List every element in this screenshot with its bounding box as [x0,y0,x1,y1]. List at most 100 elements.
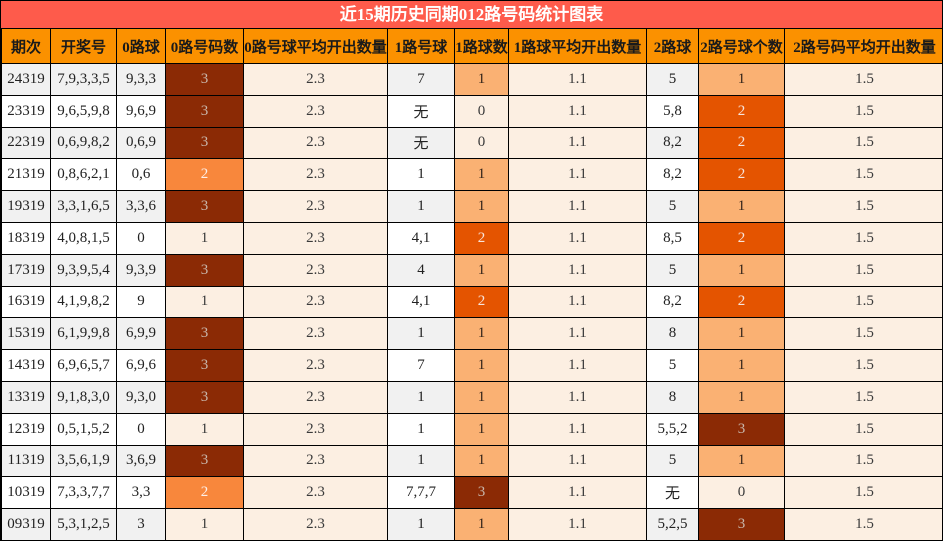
draw-numbers-cell: 6,9,6,5,7 [50,349,117,382]
one-road-avg-cell: 1.1 [508,444,647,478]
one-road-avg-cell: 1.1 [508,126,647,160]
one-road-balls-cell: 1 [387,380,455,414]
draw-numbers-cell: 3,5,6,1,9 [50,444,117,478]
column-header-one-avg: 1路球平均开出数量 [508,28,647,64]
draw-numbers-cell: 6,1,9,9,8 [50,317,117,351]
table-row: 11319 3,5,6,1,9 3,6,9 3 2.3 1 1 1.1 5 1 … [1,444,942,478]
zero-road-avg-cell: 2.3 [243,317,388,351]
zero-road-count-cell: 1 [165,285,244,319]
two-road-balls-cell: 8 [646,317,699,351]
zero-road-balls-cell: 3,3,6 [116,190,166,223]
one-road-count-cell: 1 [454,158,509,192]
two-road-avg-cell: 1.5 [784,380,942,414]
column-header-zero-balls: 0路球 [116,28,166,64]
two-road-balls-cell: 无 [646,476,699,510]
table-body: 24319 7,9,3,3,5 9,3,3 3 2.3 7 1 1.1 5 1 … [1,63,942,540]
one-road-count-cell: 2 [454,285,509,319]
zero-road-avg-cell: 2.3 [243,285,388,319]
two-road-avg-cell: 1.5 [784,444,942,478]
two-road-count-cell: 1 [698,317,785,351]
one-road-avg-cell: 1.1 [508,349,647,382]
zero-road-balls-cell: 9,6,9 [116,94,166,128]
period-cell: 14319 [1,349,51,382]
zero-road-count-cell: 1 [165,221,244,255]
two-road-balls-cell: 8 [646,380,699,414]
zero-road-avg-cell: 2.3 [243,476,388,510]
one-road-count-cell: 1 [454,253,509,287]
period-cell: 24319 [1,63,51,96]
draw-numbers-cell: 9,1,8,3,0 [50,380,117,414]
one-road-count-cell: 1 [454,317,509,351]
two-road-avg-cell: 1.5 [784,412,942,446]
two-road-avg-cell: 1.5 [784,158,942,192]
one-road-balls-cell: 1 [387,412,455,446]
two-road-avg-cell: 1.5 [784,317,942,351]
two-road-avg-cell: 1.5 [784,126,942,160]
zero-road-balls-cell: 6,9,6 [116,349,166,382]
one-road-avg-cell: 1.1 [508,63,647,96]
table-row: 16319 4,1,9,8,2 9 1 2.3 4,1 2 1.1 8,2 2 … [1,285,942,319]
table-row: 22319 0,6,9,8,2 0,6,9 3 2.3 无 0 1.1 8,2 … [1,126,942,160]
zero-road-balls-cell: 9,3,9 [116,253,166,287]
two-road-balls-cell: 5 [646,190,699,223]
zero-road-avg-cell: 2.3 [243,412,388,446]
draw-numbers-cell: 0,8,6,2,1 [50,158,117,192]
one-road-count-cell: 1 [454,349,509,382]
header-row: 期次 开奖号 0路球 0路号码数 0路号球平均开出数量 1路号球 1路球数 1路… [1,28,942,64]
draw-numbers-cell: 0,5,1,5,2 [50,412,117,446]
two-road-count-cell: 1 [698,444,785,478]
zero-road-balls-cell: 3 [116,508,166,540]
one-road-avg-cell: 1.1 [508,412,647,446]
stats-table: 期次 开奖号 0路球 0路号码数 0路号球平均开出数量 1路号球 1路球数 1路… [1,28,942,540]
two-road-count-cell: 1 [698,63,785,96]
two-road-balls-cell: 5,2,5 [646,508,699,540]
one-road-count-cell: 1 [454,63,509,96]
two-road-avg-cell: 1.5 [784,349,942,382]
one-road-balls-cell: 4,1 [387,221,455,255]
table-row: 12319 0,5,1,5,2 0 1 2.3 1 1 1.1 5,5,2 3 … [1,412,942,446]
zero-road-avg-cell: 2.3 [243,158,388,192]
zero-road-avg-cell: 2.3 [243,380,388,414]
one-road-avg-cell: 1.1 [508,221,647,255]
one-road-balls-cell: 7 [387,63,455,96]
two-road-count-cell: 1 [698,190,785,223]
column-header-draw: 开奖号 [50,28,117,64]
two-road-avg-cell: 1.5 [784,94,942,128]
one-road-balls-cell: 无 [387,126,455,160]
zero-road-count-cell: 3 [165,444,244,478]
period-cell: 19319 [1,190,51,223]
table-row: 13319 9,1,8,3,0 9,3,0 3 2.3 1 1 1.1 8 1 … [1,380,942,414]
zero-road-count-cell: 3 [165,126,244,160]
one-road-avg-cell: 1.1 [508,190,647,223]
two-road-avg-cell: 1.5 [784,476,942,510]
chart-title: 近15期历史同期012路号码统计图表 [1,1,942,28]
column-header-zero-avg: 0路号球平均开出数量 [243,28,388,64]
table-row: 15319 6,1,9,9,8 6,9,9 3 2.3 1 1 1.1 8 1 … [1,317,942,351]
zero-road-count-cell: 2 [165,158,244,192]
table-row: 24319 7,9,3,3,5 9,3,3 3 2.3 7 1 1.1 5 1 … [1,63,942,96]
two-road-balls-cell: 5 [646,349,699,382]
two-road-avg-cell: 1.5 [784,190,942,223]
one-road-count-cell: 1 [454,190,509,223]
period-cell: 12319 [1,412,51,446]
period-cell: 18319 [1,221,51,255]
two-road-balls-cell: 5 [646,444,699,478]
column-header-two-count: 2路号球个数 [698,28,785,64]
two-road-balls-cell: 8,5 [646,221,699,255]
draw-numbers-cell: 7,9,3,3,5 [50,63,117,96]
zero-road-avg-cell: 2.3 [243,221,388,255]
period-cell: 15319 [1,317,51,351]
one-road-count-cell: 1 [454,412,509,446]
one-road-avg-cell: 1.1 [508,317,647,351]
period-cell: 17319 [1,253,51,287]
zero-road-count-cell: 3 [165,94,244,128]
column-header-period: 期次 [1,28,51,64]
one-road-avg-cell: 1.1 [508,94,647,128]
two-road-avg-cell: 1.5 [784,221,942,255]
table-row: 14319 6,9,6,5,7 6,9,6 3 2.3 7 1 1.1 5 1 … [1,349,942,382]
two-road-count-cell: 3 [698,508,785,540]
one-road-avg-cell: 1.1 [508,158,647,192]
zero-road-count-cell: 3 [165,190,244,223]
two-road-balls-cell: 8,2 [646,285,699,319]
period-cell: 11319 [1,444,51,478]
